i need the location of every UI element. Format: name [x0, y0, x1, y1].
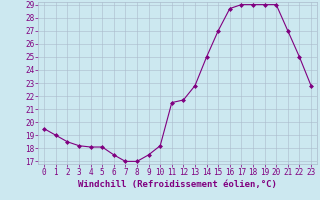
X-axis label: Windchill (Refroidissement éolien,°C): Windchill (Refroidissement éolien,°C) [78, 180, 277, 189]
